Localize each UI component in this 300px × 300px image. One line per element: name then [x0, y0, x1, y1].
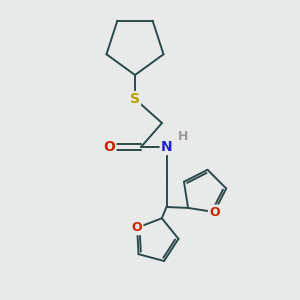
Text: N: N [161, 140, 172, 154]
Text: O: O [132, 221, 142, 234]
Text: H: H [178, 130, 188, 143]
Text: S: S [130, 92, 140, 106]
Text: O: O [209, 206, 220, 218]
Text: O: O [103, 140, 116, 154]
